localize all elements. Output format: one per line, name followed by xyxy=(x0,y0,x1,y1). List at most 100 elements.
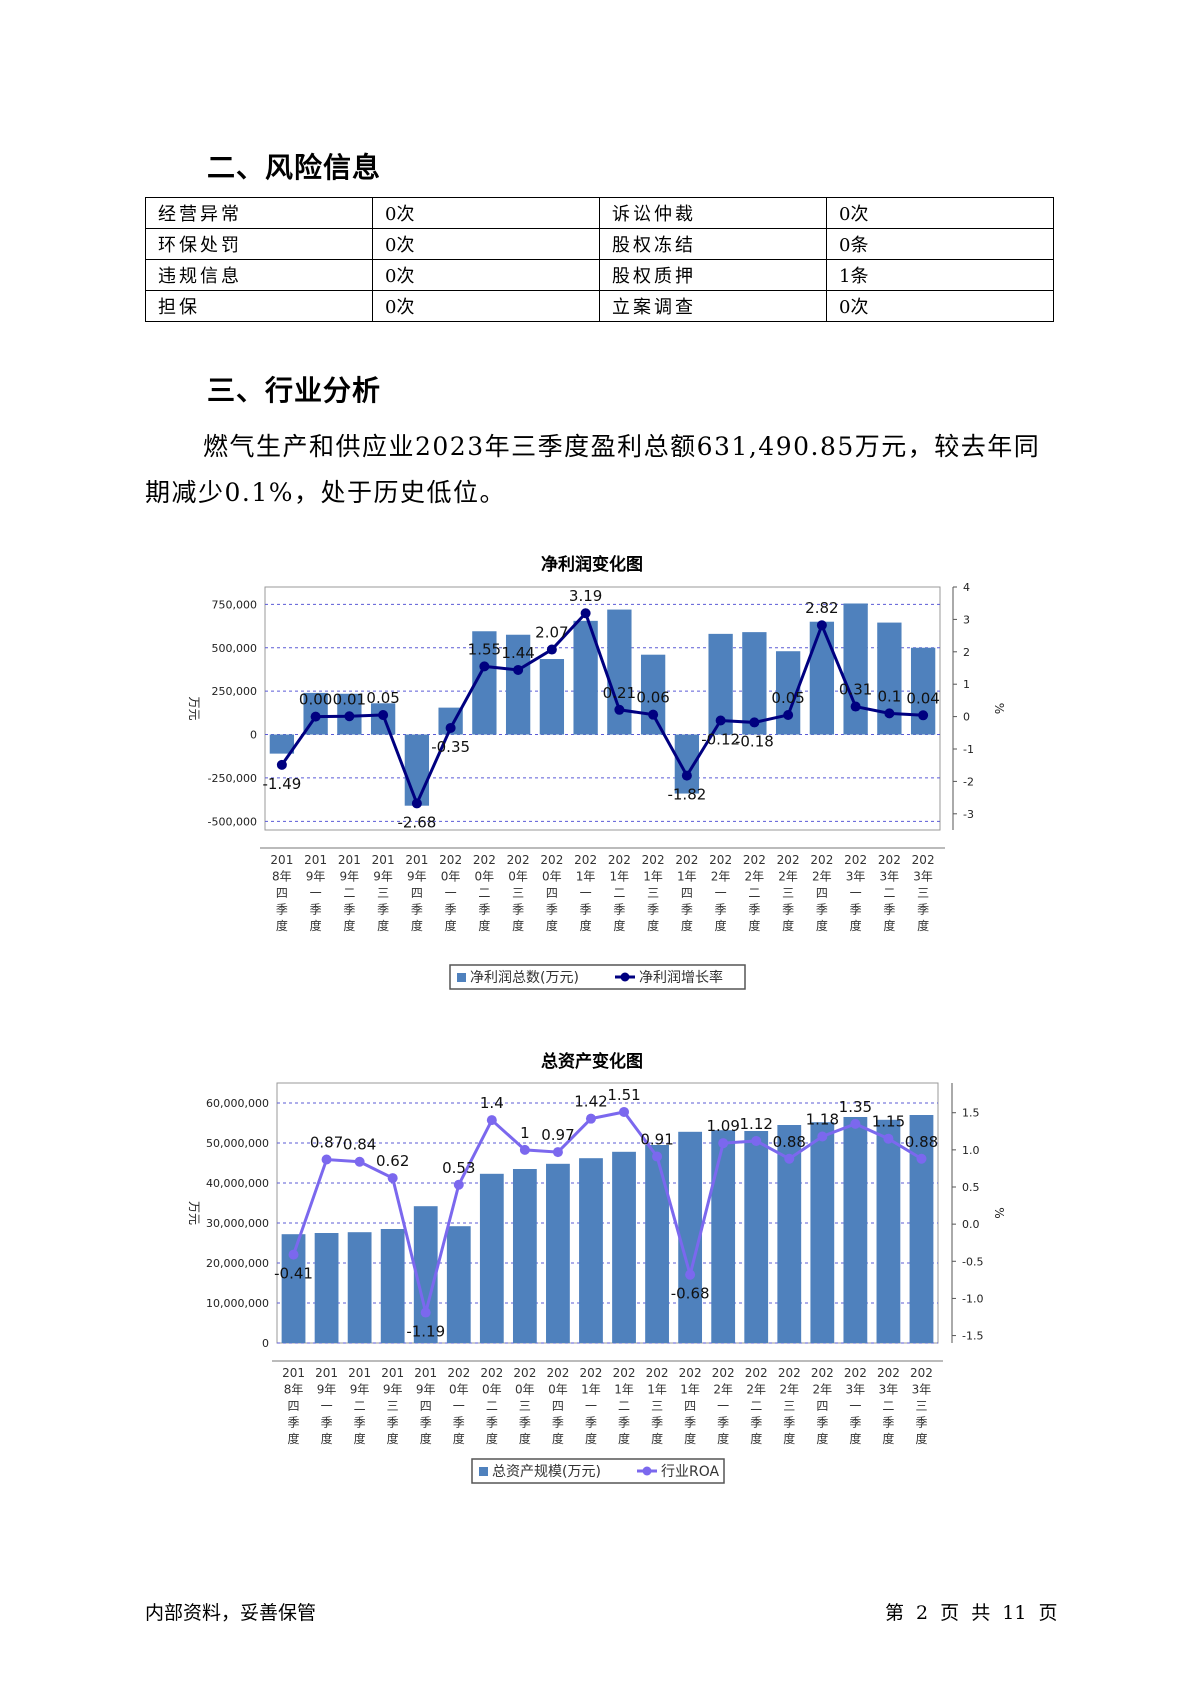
x-tick-label: 201 9年一季度 xyxy=(304,853,327,933)
x-tick-label: 202 2年一季度 xyxy=(712,1366,735,1446)
risk-item-label: 股权冻结 xyxy=(599,228,827,260)
bar xyxy=(843,1117,868,1343)
bar xyxy=(809,621,835,735)
line-point xyxy=(354,1156,365,1167)
x-tick-label: 202 1年二季度 xyxy=(608,853,631,933)
plot-frame xyxy=(264,586,941,831)
y-tick-label-right: 1.0 xyxy=(962,1144,980,1157)
data-label: -0.18 xyxy=(735,732,774,750)
x-tick-label: 202 2年四季度 xyxy=(811,1366,834,1446)
bar xyxy=(612,1151,636,1343)
y-tick-label-left: 50,000,000 xyxy=(206,1137,269,1150)
legend-box xyxy=(471,1458,725,1484)
section-title-industry: 三、行业分析 xyxy=(207,374,382,407)
y-tick-label-right: -1 xyxy=(963,743,974,756)
y-tick-label-left: 20,000,000 xyxy=(206,1257,269,1270)
risk-item-value: 0次 xyxy=(372,290,600,322)
data-label: -1.82 xyxy=(667,786,706,804)
x-tick-label: 202 3年三季度 xyxy=(910,1366,933,1446)
data-label: 1.15 xyxy=(872,1113,905,1131)
data-label: 0.04 xyxy=(906,689,939,707)
line-point xyxy=(420,1307,431,1318)
data-label: 0.88 xyxy=(773,1133,806,1151)
y-tick-label-right: -2 xyxy=(963,775,974,788)
bar xyxy=(777,1125,802,1343)
y-tick-label-left: 30,000,000 xyxy=(206,1217,269,1230)
bar xyxy=(413,1206,438,1343)
y-tick-label-left: -500,000 xyxy=(208,815,257,828)
line-point xyxy=(288,1249,299,1260)
data-label: 0.84 xyxy=(343,1136,376,1154)
bar xyxy=(347,1232,372,1343)
x-tick-label: 202 3年二季度 xyxy=(878,853,901,933)
x-tick-label: 202 0年四季度 xyxy=(546,1366,569,1446)
data-label: 0.91 xyxy=(640,1131,673,1149)
line-point xyxy=(310,711,321,722)
bar xyxy=(744,1131,769,1343)
x-tick-label: 202 0年一季度 xyxy=(439,853,462,933)
x-tick-label: 201 9年一季度 xyxy=(315,1366,338,1446)
data-label: 1.09 xyxy=(706,1117,739,1135)
x-tick-label: 201 8年四季度 xyxy=(270,853,293,933)
bar xyxy=(404,734,430,806)
line-point xyxy=(718,1138,729,1149)
bar xyxy=(446,1226,471,1343)
y-tick-label-left: 750,000 xyxy=(212,598,258,611)
data-label: -0.68 xyxy=(671,1285,710,1303)
risk-item-value: 0次 xyxy=(372,259,600,291)
y-tick-label-right: -3 xyxy=(963,808,974,821)
line-point xyxy=(681,770,692,781)
x-tick-label: 202 3年一季度 xyxy=(844,1366,867,1446)
data-label: 2.07 xyxy=(535,624,568,642)
legend-box xyxy=(449,964,746,990)
line-point xyxy=(850,1118,861,1129)
risk-row: 经营异常 0次 诉讼仲裁 0次 xyxy=(145,197,1054,229)
x-tick-label: 202 0年三季度 xyxy=(507,853,530,933)
legend-label: 总资产规模(万元) xyxy=(492,1464,601,1480)
data-label: 1.18 xyxy=(806,1110,839,1128)
y-tick-label-right: 1 xyxy=(963,678,970,691)
x-tick-label: 202 0年三季度 xyxy=(513,1366,536,1446)
y-tick-label-right: 4 xyxy=(963,581,970,594)
x-tick-label: 201 9年四季度 xyxy=(414,1366,437,1446)
bar xyxy=(479,1173,504,1343)
line-point xyxy=(479,661,490,672)
line-point xyxy=(619,1106,630,1117)
line-point xyxy=(715,715,726,726)
line-point xyxy=(513,664,524,675)
x-tick-label: 201 9年二季度 xyxy=(338,853,361,933)
line-point xyxy=(321,1154,332,1165)
y-tick-label-right: 1.5 xyxy=(962,1107,980,1120)
bar xyxy=(505,634,531,735)
y-tick-label-right: -1.0 xyxy=(962,1292,983,1305)
line-point xyxy=(784,1153,795,1164)
risk-info-table: 经营异常 0次 诉讼仲裁 0次 环保处罚 0次 股权冻结 0条 违规信息 0次 股权质押 1条 担保 0次… xyxy=(145,197,1054,322)
data-label: 1.42 xyxy=(574,1093,607,1111)
bar xyxy=(546,1163,570,1343)
y-tick-label-right: 0.5 xyxy=(962,1181,980,1194)
data-label: 1.12 xyxy=(740,1115,773,1133)
risk-item-value: 1条 xyxy=(826,259,1054,291)
line-point xyxy=(817,1131,828,1142)
line-point xyxy=(519,1144,530,1155)
bar xyxy=(843,603,868,735)
x-tick-label: 201 9年三季度 xyxy=(372,853,395,933)
x-tick-label: 201 9年二季度 xyxy=(348,1366,371,1446)
y-tick-label-left: 0 xyxy=(262,1337,269,1350)
data-label: 1.44 xyxy=(501,644,534,662)
legend-bar-swatch xyxy=(457,973,466,982)
legend-label: 净利润增长率 xyxy=(639,969,723,986)
y-tick-label-left: -250,000 xyxy=(208,772,257,785)
y-axis-title-left: 万元 xyxy=(187,1201,201,1225)
line-point xyxy=(276,759,287,770)
legend-label: 行业ROA xyxy=(661,1464,720,1480)
risk-item-label: 股权质押 xyxy=(599,259,827,291)
line-point xyxy=(445,722,456,733)
bar xyxy=(810,1122,835,1343)
bar xyxy=(380,1229,405,1343)
chart-title-total-assets: 总资产变化图 xyxy=(541,1052,643,1072)
data-label: 1.35 xyxy=(839,1098,872,1116)
chart-title-net-profit: 净利润变化图 xyxy=(541,555,643,575)
risk-item-value: 0次 xyxy=(372,228,600,260)
risk-item-label: 立案调查 xyxy=(599,290,827,322)
